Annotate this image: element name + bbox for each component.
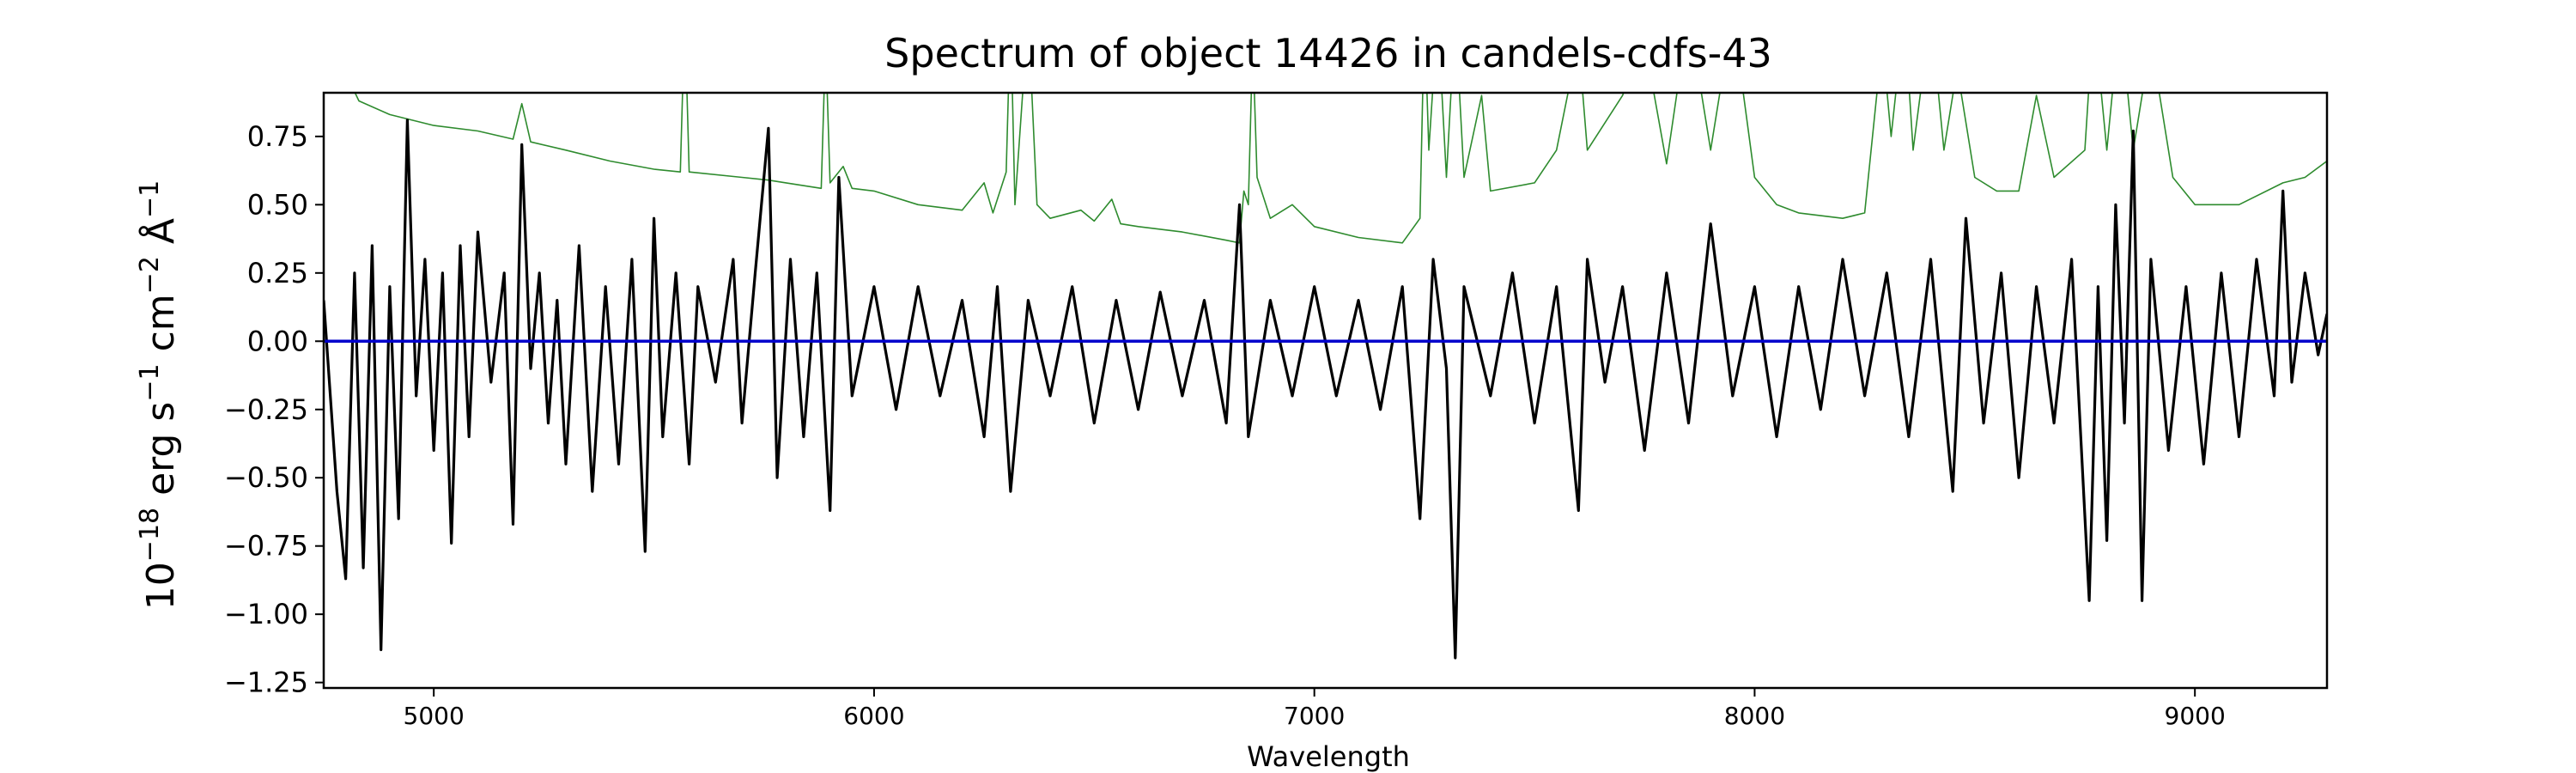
error-series-line	[354, 93, 2327, 244]
y-tick-label: −1.00	[224, 598, 308, 630]
plot-frame	[322, 91, 2329, 690]
y-tick-label: 0.50	[247, 188, 308, 221]
y-tick-label: −0.25	[224, 393, 308, 426]
y-tick-label: 0.75	[247, 120, 308, 153]
axis-ticks: −1.25 −1.00 −0.75 −0.50 −0.25 0.00 0.25 0.50 0.7…	[224, 120, 2226, 730]
x-tick-label: 7000	[1284, 702, 1345, 730]
x-tick-label: 9000	[2165, 702, 2226, 730]
series-layer	[324, 93, 2327, 660]
x-tick-label: 8000	[1724, 702, 1785, 730]
x-tick-label: 5000	[404, 702, 465, 730]
y-tick-label: −0.75	[224, 530, 308, 563]
y-tick-label: −0.50	[224, 461, 308, 494]
x-axis-label: Wavelength	[1247, 740, 1410, 773]
y-axis-label: 10−18 erg s−1 cm−2 Å−1	[135, 180, 183, 610]
x-tick-label: 6000	[843, 702, 904, 730]
chart-title: Spectrum of object 14426 in candels-cdfs…	[884, 30, 1772, 76]
y-tick-label: 0.25	[247, 257, 308, 289]
y-tick-label: 0.00	[247, 325, 308, 357]
y-tick-label: −1.25	[224, 666, 308, 699]
flux-series-line	[324, 119, 2327, 660]
svg-text:10−18 erg s−1 cm−2 Å−1: 10−18 erg s−1 cm−2 Å−1	[135, 180, 183, 610]
